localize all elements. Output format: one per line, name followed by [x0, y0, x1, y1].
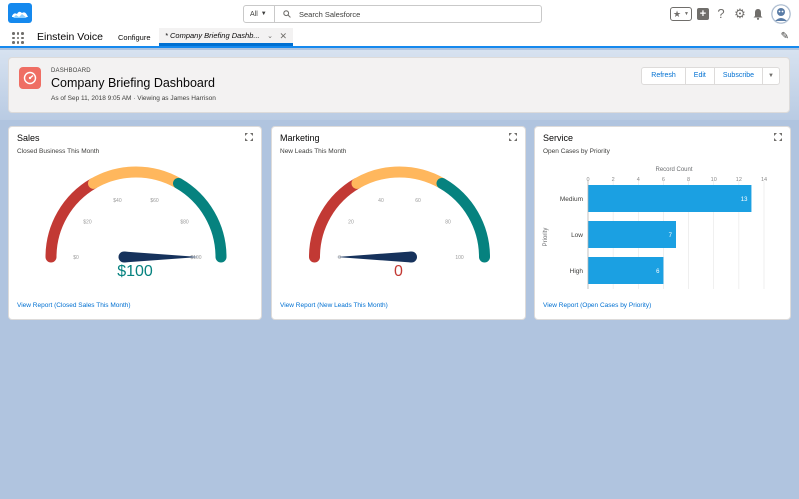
chevron-down-icon: ▼: [684, 11, 689, 17]
gauge-value: $100: [117, 263, 153, 280]
star-icon: ★: [673, 8, 682, 19]
x-axis-label: Record Count: [655, 167, 692, 173]
dashboard-icon: [19, 67, 41, 89]
gauge-needle-hub: [118, 251, 130, 263]
open-cases-bar-chart: Record Count 0 2 4 6 8 10 12 14 Priority Medium 13 L…: [543, 167, 767, 289]
help-icon[interactable]: ?: [717, 6, 725, 21]
search-scope-label: All: [250, 10, 258, 18]
gauge-tick-label: 100: [455, 255, 464, 261]
category-label: High: [570, 268, 584, 275]
chevron-down-icon[interactable]: ⌄: [267, 33, 273, 40]
widget-subtitle: Closed Business This Month: [17, 148, 100, 155]
widget-subtitle: Open Cases by Priority: [543, 148, 610, 155]
service-widget: Service Open Cases by Priority Record Co…: [534, 126, 791, 320]
edit-nav-pencil-icon[interactable]: ✎: [780, 31, 789, 42]
header-utility-icons: ★ ▼ + ? ⚙: [670, 3, 791, 25]
gauge-needle: [336, 251, 412, 263]
search-input[interactable]: [299, 9, 499, 19]
gauge-tick-label: 60: [415, 198, 421, 204]
widget-title: Service: [543, 133, 574, 143]
header-button-group: Refresh Edit Subscribe ▼: [641, 67, 780, 85]
sales-gauge: $0 $20 $40 $60 $80 $100: [45, 166, 227, 263]
search-box[interactable]: [275, 5, 542, 23]
edit-button[interactable]: Edit: [686, 68, 715, 84]
bell-icon[interactable]: [752, 8, 764, 20]
x-tick-label: 10: [711, 177, 717, 183]
global-search: All ▼: [243, 5, 542, 23]
category-label: Low: [571, 232, 583, 239]
gauge-tick-label: $60: [150, 198, 159, 204]
search-scope-select[interactable]: All ▼: [243, 5, 275, 23]
x-tick-label: 4: [637, 177, 640, 183]
gauge-tick-label: $40: [113, 198, 122, 204]
gauge-tick-label: $0: [73, 255, 79, 261]
x-tick-label: 8: [687, 177, 690, 183]
x-tick-label: 14: [761, 177, 767, 183]
gauge-needle: [124, 251, 199, 263]
object-type-label: DASHBOARD: [51, 68, 91, 74]
gauge-needle-hub: [406, 251, 417, 263]
gauge-tick-label: 40: [378, 198, 384, 204]
y-axis-label: Priority: [543, 228, 549, 247]
gauge-tick-label: 20: [348, 220, 354, 226]
gauge-band-high: [436, 177, 490, 263]
expand-icon[interactable]: [509, 133, 517, 141]
global-header: All ▼ ★ ▼ + ? ⚙: [0, 0, 799, 28]
tab-company-briefing-dashboard[interactable]: * Company Briefing Dashb... ⌄ ✕: [159, 28, 293, 46]
bar-value-label: 7: [669, 233, 673, 239]
tab-label: * Company Briefing Dashb...: [165, 31, 260, 40]
app-navigation-bar: Einstein Voice Configure * Company Brief…: [0, 28, 799, 48]
gauge-tick-label: $100: [190, 255, 201, 261]
view-report-link[interactable]: View Report (Closed Sales This Month): [17, 302, 131, 309]
page-subtitle: As of Sep 11, 2018 9:05 AM · Viewing as …: [51, 95, 216, 102]
search-icon: [283, 10, 291, 18]
salesforce-logo[interactable]: [8, 3, 32, 23]
gauge-band-mid: [88, 166, 184, 189]
view-report-link[interactable]: View Report (New Leads This Month): [280, 302, 388, 309]
marketing-gauge: 0 20 40 60 80 100: [309, 166, 490, 263]
x-tick-label: 6: [662, 177, 665, 183]
gauge-tick-label: $20: [83, 220, 92, 226]
app-launcher-icon[interactable]: [12, 32, 24, 44]
gear-icon[interactable]: ⚙: [734, 6, 746, 21]
nav-item-configure[interactable]: Configure: [118, 33, 151, 42]
bar-value-label: 6: [656, 269, 660, 275]
bar[interactable]: [588, 257, 664, 284]
marketing-widget: Marketing New Leads This Month 0 20 40 60 80…: [271, 126, 526, 320]
x-tick-label: 2: [612, 177, 615, 183]
app-name: Einstein Voice: [37, 31, 103, 43]
category-label: Medium: [560, 196, 583, 203]
dashboard-header: DASHBOARD Company Briefing Dashboard As …: [8, 57, 790, 113]
gauge-band-high: [173, 177, 227, 263]
expand-icon[interactable]: [245, 133, 253, 141]
widget-title: Sales: [17, 133, 40, 143]
avatar[interactable]: [771, 4, 791, 24]
gauge-tick-label: 80: [445, 220, 451, 226]
gauge-band-mid: [351, 166, 448, 189]
page-title: Company Briefing Dashboard: [51, 76, 215, 90]
gauge-band-low: [309, 177, 363, 263]
gauge-band-low: [45, 177, 99, 263]
x-tick-label: 0: [586, 177, 589, 183]
gauge-tick-label: 0: [338, 255, 341, 261]
sales-widget: Sales Closed Business This Month $0 $20 $4…: [8, 126, 262, 320]
refresh-button[interactable]: Refresh: [642, 68, 686, 84]
gauge-tick-label: $80: [180, 220, 189, 226]
view-report-link[interactable]: View Report (Open Cases by Priority): [543, 302, 652, 309]
close-icon[interactable]: ✕: [279, 31, 287, 41]
widget-subtitle: New Leads This Month: [280, 148, 347, 155]
x-tick-label: 12: [736, 177, 742, 183]
more-actions-chevron-down-icon[interactable]: ▼: [768, 73, 774, 79]
bar[interactable]: [588, 185, 752, 212]
favorites-button[interactable]: ★ ▼: [670, 7, 692, 21]
global-actions-plus-icon[interactable]: +: [697, 8, 709, 20]
chevron-down-icon: ▼: [260, 11, 267, 17]
bar[interactable]: [588, 221, 676, 248]
bar-value-label: 13: [741, 197, 748, 203]
expand-icon[interactable]: [774, 133, 782, 141]
gauge-value: 0: [394, 263, 403, 280]
subscribe-button[interactable]: Subscribe: [715, 68, 763, 84]
widget-title: Marketing: [280, 133, 320, 143]
